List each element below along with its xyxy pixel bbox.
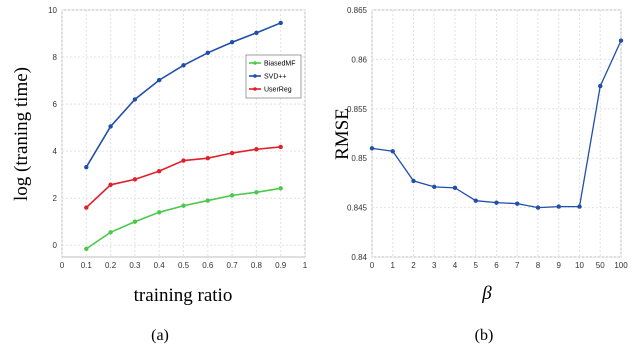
x-tick-label: 0.5 <box>178 261 190 270</box>
y-tick-label: 4 <box>53 147 58 156</box>
data-point-BiasedMF <box>278 186 283 191</box>
x-tick-label: 0.1 <box>81 261 93 270</box>
lines-a <box>84 20 283 251</box>
data-point-rmse <box>577 204 582 209</box>
data-point-SVD++ <box>181 63 186 68</box>
data-point-UserReg <box>278 144 283 150</box>
x-tick-label: 9 <box>557 261 562 270</box>
y-tick-label: 0.865 <box>347 6 368 15</box>
x-tick-label: 3 <box>432 261 437 270</box>
y-tick-label: 0.845 <box>347 204 368 213</box>
data-point-UserReg <box>132 177 138 182</box>
y-tick-label: 8 <box>53 53 58 62</box>
data-point-SVD++ <box>205 50 210 56</box>
data-point-SVD++ <box>157 77 162 83</box>
x-tick-label: 10 <box>575 261 584 270</box>
caption-b: (b) <box>475 327 494 344</box>
legend-marker-SVD++ <box>253 74 257 78</box>
data-point-rmse <box>411 178 416 184</box>
y-tick-label: 10 <box>48 6 57 15</box>
x-tick-label: 0.7 <box>227 261 239 270</box>
x-tick-label: 7 <box>515 261 520 270</box>
data-point-BiasedMF <box>254 190 259 195</box>
legend-label-BiasedMF: BiasedMF <box>264 61 296 68</box>
y-tick-label: 0.86 <box>351 55 367 64</box>
panel-b: 0 1 2 3 4 5 6 7 8 9 10 50 100 0.84 0.845 0.85 0.855 0.86 0… <box>332 6 628 344</box>
x-tick-label: 5 <box>474 261 479 270</box>
data-point-BiasedMF <box>84 246 89 251</box>
y-tick-label: 0.855 <box>347 105 368 114</box>
x-tick-label: 50 <box>596 261 605 270</box>
data-point-rmse <box>598 83 603 89</box>
x-tick-label: 0.8 <box>251 261 263 270</box>
legend-marker-UserReg <box>253 87 257 91</box>
data-point-rmse <box>390 149 395 154</box>
data-point-rmse <box>515 201 520 206</box>
y-axis-title-a: log (traning time) <box>11 67 32 201</box>
data-point-BiasedMF <box>108 230 113 235</box>
y-axis-title-b: RMSE <box>332 108 353 160</box>
data-point-rmse <box>618 38 624 43</box>
data-point-rmse <box>473 198 478 203</box>
x-tick-label: 1 <box>391 261 396 270</box>
y-tick-label: 6 <box>53 100 58 109</box>
x-tick-label: 0.3 <box>129 261 141 270</box>
data-point-rmse <box>556 204 561 209</box>
x-tick-label: 6 <box>494 261 499 270</box>
x-tick-label: 0.4 <box>154 261 166 270</box>
data-point-rmse <box>494 200 499 205</box>
legend-marker-BiasedMF <box>253 61 257 65</box>
legend-a: BiasedMF SVD++ UserReg <box>245 54 302 99</box>
x-tick-label: 2 <box>411 261 416 270</box>
x-tick-label: 0.9 <box>275 261 287 270</box>
lines-b <box>369 38 624 210</box>
x-tick-label: 4 <box>453 261 458 270</box>
y-tick-label: 0.85 <box>351 154 367 163</box>
x-tick-label: 8 <box>536 261 541 270</box>
data-point-BiasedMF <box>157 210 162 215</box>
data-point-UserReg <box>229 150 235 156</box>
data-point-SVD++ <box>229 40 235 45</box>
x-axis-title-a: training ratio <box>134 285 233 306</box>
data-point-rmse <box>452 185 458 191</box>
grid-b <box>371 9 622 258</box>
data-point-rmse <box>535 205 541 210</box>
data-point-UserReg <box>254 147 259 152</box>
y-tick-label: 0.84 <box>351 253 367 262</box>
legend-label-UserReg: UserReg <box>264 87 292 94</box>
data-point-rmse <box>369 146 375 151</box>
x-tick-label: 0.6 <box>202 261 214 270</box>
grid-a <box>61 9 306 257</box>
ticks-b: 0 1 2 3 4 5 6 7 8 9 10 50 100 0.84 0.845 0.85 0.855 0.86 0… <box>347 6 628 270</box>
x-tick-label: 0 <box>370 261 375 270</box>
x-tick-label: 0.2 <box>105 261 117 270</box>
data-point-UserReg <box>84 205 89 210</box>
x-tick-label: 100 <box>614 261 628 270</box>
data-point-BiasedMF <box>181 203 186 208</box>
data-point-UserReg <box>205 156 210 161</box>
data-point-SVD++ <box>132 97 138 102</box>
x-tick-label: 0 <box>60 261 65 270</box>
data-point-BiasedMF <box>229 193 235 198</box>
caption-a: (a) <box>151 327 169 344</box>
data-point-SVD++ <box>108 124 113 129</box>
data-point-UserReg <box>108 182 113 187</box>
data-point-SVD++ <box>84 164 89 170</box>
data-point-rmse <box>432 184 437 190</box>
y-tick-label: 2 <box>53 194 58 203</box>
legend-label-SVD++: SVD++ <box>264 74 287 81</box>
data-point-SVD++ <box>278 20 283 26</box>
y-tick-label: 0 <box>53 241 58 250</box>
data-point-BiasedMF <box>132 219 138 224</box>
data-point-SVD++ <box>254 30 259 36</box>
x-axis-title-b: β <box>481 283 492 304</box>
data-point-UserReg <box>157 168 162 174</box>
data-point-UserReg <box>181 158 186 163</box>
data-point-BiasedMF <box>205 198 210 203</box>
x-tick-label: 1 <box>303 261 308 270</box>
